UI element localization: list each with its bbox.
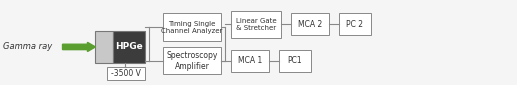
- Bar: [231, 11, 281, 38]
- Bar: [279, 50, 311, 71]
- Text: PC1: PC1: [287, 56, 302, 65]
- Text: MCA 2: MCA 2: [298, 20, 322, 29]
- Text: MCA 1: MCA 1: [238, 56, 262, 65]
- Text: PC 2: PC 2: [346, 20, 363, 29]
- Bar: [163, 47, 221, 74]
- Text: HPGe: HPGe: [115, 42, 143, 51]
- Text: Timing Single
Channel Analyzer: Timing Single Channel Analyzer: [161, 20, 223, 34]
- Text: -3500 V: -3500 V: [112, 69, 141, 78]
- Bar: [108, 67, 145, 80]
- Bar: [113, 31, 145, 63]
- FancyArrow shape: [63, 42, 96, 52]
- Text: Spectroscopy
Amplifier: Spectroscopy Amplifier: [166, 51, 218, 71]
- Bar: [339, 14, 371, 35]
- Text: Linear Gate
& Stretcher: Linear Gate & Stretcher: [236, 18, 276, 31]
- Text: Gamma ray: Gamma ray: [3, 42, 52, 51]
- Bar: [291, 14, 329, 35]
- Bar: [96, 31, 113, 63]
- Bar: [163, 14, 221, 41]
- Bar: [231, 50, 269, 71]
